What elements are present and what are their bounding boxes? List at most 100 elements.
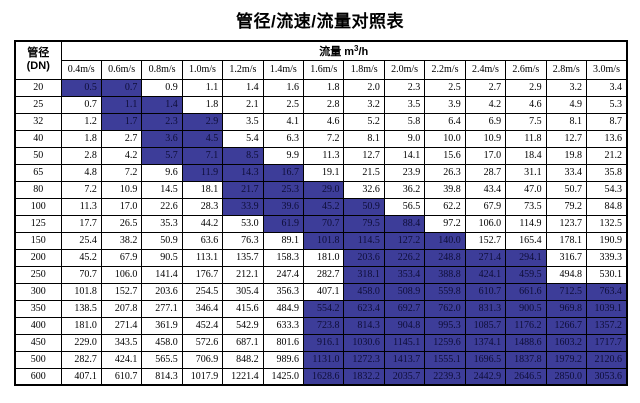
table-header: 管径 (DN) 流量 m3/h 0.4m/s 0.6m/s 0.8m/s 1.0m/s… bbox=[14, 40, 628, 80]
velocity-header: 0.8m/s bbox=[141, 59, 183, 80]
flow-cell: 814.3 bbox=[141, 367, 183, 386]
flow-cell-highlighted: 353.4 bbox=[383, 265, 426, 284]
flow-cell-highlighted: 1145.1 bbox=[383, 333, 426, 352]
flow-cell: 33.4 bbox=[545, 163, 587, 182]
flow-cell-highlighted: 114.5 bbox=[343, 231, 385, 250]
flow-cell: 2.3 bbox=[383, 78, 426, 97]
flow-cell: 542.9 bbox=[222, 316, 264, 335]
flow-cell-highlighted: 1413.7 bbox=[383, 350, 426, 369]
dn-cell: 25 bbox=[14, 95, 62, 114]
flow-cell-highlighted: 900.5 bbox=[505, 299, 547, 318]
flow-cell-highlighted: 904.8 bbox=[383, 316, 426, 335]
flow-cell: 12.7 bbox=[343, 146, 385, 165]
flow-header-label: 流量 m bbox=[319, 45, 355, 58]
flow-rate-header: 流量 m3/h bbox=[60, 40, 628, 61]
flow-cell: 31.1 bbox=[505, 163, 547, 182]
dn-cell: 150 bbox=[14, 231, 62, 250]
flow-cell-highlighted: 1837.8 bbox=[505, 350, 547, 369]
flow-cell-highlighted: 1.1 bbox=[100, 95, 143, 114]
flow-cell: 141.4 bbox=[141, 265, 183, 284]
flow-cell: 50.9 bbox=[141, 231, 183, 250]
flow-cell-highlighted: 995.3 bbox=[424, 316, 466, 335]
flow-cell: 610.7 bbox=[100, 367, 143, 386]
flow-cell: 346.4 bbox=[181, 299, 224, 318]
flow-header-superscript: 3 bbox=[354, 43, 359, 53]
flow-cell-highlighted: 3.6 bbox=[141, 129, 183, 148]
table-row: 600 407.1 610.7 814.3 1017.9 1221.4 1425.0 1628… bbox=[14, 367, 628, 386]
dn-column-header: 管径 (DN) bbox=[14, 40, 62, 80]
flow-cell: 277.1 bbox=[141, 299, 183, 318]
flow-cell: 0.9 bbox=[141, 78, 183, 97]
flow-cell: 407.1 bbox=[303, 282, 345, 301]
flow-cell: 165.4 bbox=[505, 231, 547, 250]
flow-cell-highlighted: 2035.7 bbox=[383, 367, 426, 386]
flow-cell: 35.3 bbox=[141, 214, 183, 233]
flow-cell: 2.5 bbox=[262, 95, 305, 114]
table-row: 250 70.7 106.0 141.4 176.7 212.1 247.4 282.7 318… bbox=[14, 265, 628, 284]
flow-cell-highlighted: 1488.6 bbox=[505, 333, 547, 352]
dn-cell: 250 bbox=[14, 265, 62, 284]
flow-cell-highlighted: 2239.3 bbox=[424, 367, 466, 386]
flow-cell: 76.3 bbox=[222, 231, 264, 250]
table-row: 400 181.0 271.4 361.9 452.4 542.9 633.3 723.8 81… bbox=[14, 316, 628, 335]
flow-cell: 25.4 bbox=[60, 231, 102, 250]
flow-cell-highlighted: 1717.7 bbox=[585, 333, 628, 352]
flow-cell: 8.1 bbox=[343, 129, 385, 148]
flow-cell-highlighted: 969.8 bbox=[545, 299, 587, 318]
flow-cell: 5.3 bbox=[585, 95, 628, 114]
pipe-flow-table: 管径 (DN) 流量 m3/h 0.4m/s 0.6m/s 0.8m/s 1.0m/s… bbox=[14, 40, 628, 386]
flow-cell-highlighted: 916.1 bbox=[303, 333, 345, 352]
flow-cell: 6.4 bbox=[424, 112, 466, 131]
flow-cell: 4.6 bbox=[505, 95, 547, 114]
flow-cell: 138.5 bbox=[60, 299, 102, 318]
flow-cell: 152.7 bbox=[100, 282, 143, 301]
flow-cell-highlighted: 1603.2 bbox=[545, 333, 587, 352]
flow-cell-highlighted: 1374.1 bbox=[464, 333, 507, 352]
flow-cell-highlighted: 16.7 bbox=[262, 163, 305, 182]
flow-cell: 67.9 bbox=[100, 248, 143, 267]
flow-cell-highlighted: 203.6 bbox=[343, 248, 385, 267]
flow-cell: 17.7 bbox=[60, 214, 102, 233]
flow-cell-highlighted: 2120.6 bbox=[585, 350, 628, 369]
flow-cell: 32.6 bbox=[343, 180, 385, 199]
flow-cell-highlighted: 45.2 bbox=[303, 197, 345, 216]
flow-cell: 22.6 bbox=[141, 197, 183, 216]
dn-cell: 20 bbox=[14, 78, 62, 97]
flow-cell: 39.8 bbox=[424, 180, 466, 199]
flow-cell: 19.8 bbox=[545, 146, 587, 165]
flow-cell-highlighted: 388.8 bbox=[424, 265, 466, 284]
flow-cell: 158.3 bbox=[262, 248, 305, 267]
flow-cell-highlighted: 88.4 bbox=[383, 214, 426, 233]
flow-cell-highlighted: 1.4 bbox=[141, 95, 183, 114]
flow-cell: 3.5 bbox=[222, 112, 264, 131]
table-row: 350 138.5 207.8 277.1 346.4 415.6 484.9 554.2 62… bbox=[14, 299, 628, 318]
flow-cell-highlighted: 1357.2 bbox=[585, 316, 628, 335]
flow-cell: 572.6 bbox=[181, 333, 224, 352]
flow-cell-highlighted: 5.7 bbox=[141, 146, 183, 165]
flow-cell-highlighted: 1272.3 bbox=[343, 350, 385, 369]
flow-cell: 63.6 bbox=[181, 231, 224, 250]
flow-cell: 1.4 bbox=[222, 78, 264, 97]
flow-cell-highlighted: 1832.2 bbox=[343, 367, 385, 386]
table-row: 32 1.2 1.7 2.3 2.9 3.5 4.1 4.6 5.2 5.8 6.4 6.9 7.5 8.… bbox=[14, 112, 628, 131]
flow-cell: 424.1 bbox=[100, 350, 143, 369]
velocity-header-row: 0.4m/s 0.6m/s 0.8m/s 1.0m/s 1.2m/s 1.4m/s 1.6m… bbox=[15, 59, 628, 80]
table-row: 80 7.2 10.9 14.5 18.1 21.7 25.3 29.0 32.6 36.2 39.… bbox=[14, 180, 628, 199]
flow-cell: 361.9 bbox=[141, 316, 183, 335]
flow-cell: 530.1 bbox=[585, 265, 628, 284]
flow-cell: 6.3 bbox=[262, 129, 305, 148]
dn-cell: 80 bbox=[14, 180, 62, 199]
flow-cell-highlighted: 29.0 bbox=[303, 180, 345, 199]
flow-cell: 687.1 bbox=[222, 333, 264, 352]
velocity-header: 1.0m/s bbox=[181, 59, 224, 80]
flow-cell-highlighted: 661.6 bbox=[505, 282, 547, 301]
dn-cell: 300 bbox=[14, 282, 62, 301]
flow-cell: 181.0 bbox=[303, 248, 345, 267]
table-row: 200 45.2 67.9 90.5 113.1 135.7 158.3 181.0 203.6… bbox=[14, 248, 628, 267]
table-container: 管径 (DN) 流量 m3/h 0.4m/s 0.6m/s 0.8m/s 1.0m/s… bbox=[14, 40, 628, 386]
flow-cell: 4.6 bbox=[303, 112, 345, 131]
flow-cell: 50.7 bbox=[545, 180, 587, 199]
flow-cell: 2.8 bbox=[303, 95, 345, 114]
flow-cell: 15.6 bbox=[424, 146, 466, 165]
